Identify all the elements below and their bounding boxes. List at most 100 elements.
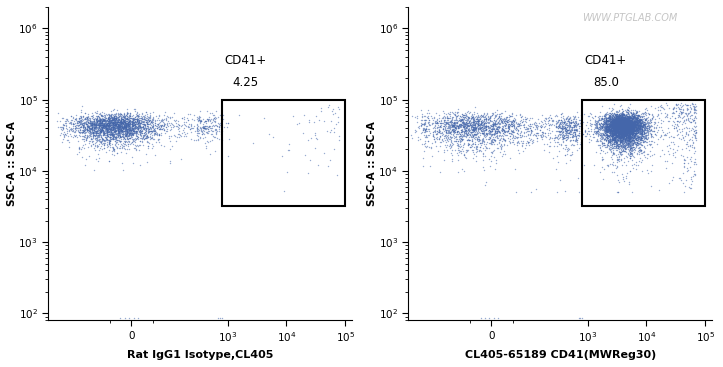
Point (533, 132, 544, 138)
Point (134, 124, 146, 130)
Point (615, 124, 626, 130)
Point (620, 131, 632, 137)
Point (624, 120, 636, 126)
Point (617, 124, 628, 130)
Point (626, 119, 638, 125)
Point (611, 121, 623, 127)
Point (607, 135, 619, 141)
Point (638, 129, 650, 135)
Point (502, 117, 513, 123)
Point (619, 119, 630, 124)
Point (616, 127, 628, 133)
Point (583, 136, 595, 142)
Point (610, 130, 622, 136)
Point (424, 163, 435, 169)
Point (612, 125, 623, 131)
Point (556, 119, 568, 125)
Point (125, 130, 137, 136)
Point (625, 110, 636, 116)
Point (102, 122, 114, 128)
Point (96, 118, 108, 124)
Point (562, 117, 573, 123)
Point (608, 128, 620, 134)
Point (57, 115, 69, 121)
Point (444, 120, 455, 126)
Point (607, 122, 618, 128)
Point (611, 127, 623, 132)
Point (98, 130, 110, 136)
Point (493, 114, 505, 120)
Point (128, 119, 140, 125)
Point (103, 121, 114, 127)
Point (566, 134, 578, 139)
Point (603, 120, 615, 126)
Point (616, 145, 628, 151)
Point (442, 138, 454, 143)
Point (482, 124, 494, 130)
Point (592, 117, 604, 123)
Point (127, 118, 139, 124)
Point (621, 125, 633, 131)
Point (121, 123, 132, 129)
Point (59, 121, 70, 127)
Point (85, 131, 96, 137)
Point (683, 110, 695, 116)
Point (607, 115, 619, 121)
Point (612, 121, 623, 127)
Point (624, 130, 636, 135)
Point (612, 131, 624, 137)
Point (603, 133, 615, 139)
Point (120, 124, 132, 130)
Point (620, 119, 631, 124)
Point (636, 120, 647, 126)
Point (604, 113, 615, 119)
Point (119, 131, 131, 137)
Point (600, 124, 612, 130)
Point (617, 130, 628, 136)
Point (461, 122, 473, 128)
Point (619, 117, 630, 123)
Point (621, 127, 633, 132)
Point (98, 142, 109, 148)
Point (604, 147, 616, 153)
Point (119, 124, 130, 130)
Point (634, 113, 646, 119)
Point (208, 115, 220, 121)
Point (557, 125, 568, 131)
Point (610, 125, 622, 131)
Point (123, 130, 134, 136)
Point (467, 146, 479, 152)
Point (605, 134, 617, 139)
Point (667, 174, 679, 180)
Point (200, 140, 211, 146)
Point (470, 129, 482, 135)
Point (491, 124, 502, 130)
Point (635, 134, 646, 140)
Point (601, 128, 612, 134)
Point (487, 141, 498, 147)
Point (624, 124, 636, 130)
Point (618, 118, 630, 124)
Point (629, 127, 641, 133)
Point (625, 127, 637, 132)
Point (625, 123, 637, 129)
Point (439, 117, 450, 123)
Point (498, 130, 510, 135)
Point (573, 130, 585, 136)
Point (450, 117, 461, 123)
Point (604, 120, 615, 126)
Point (602, 133, 614, 139)
Point (662, 158, 673, 164)
Point (622, 142, 633, 148)
Point (615, 121, 627, 127)
Point (628, 139, 640, 145)
Point (526, 127, 537, 133)
Point (560, 124, 571, 130)
Point (605, 125, 617, 131)
Point (635, 124, 646, 130)
Point (94, 120, 106, 126)
Point (107, 126, 119, 131)
Point (198, 131, 210, 137)
Point (438, 124, 450, 130)
Point (604, 127, 615, 133)
